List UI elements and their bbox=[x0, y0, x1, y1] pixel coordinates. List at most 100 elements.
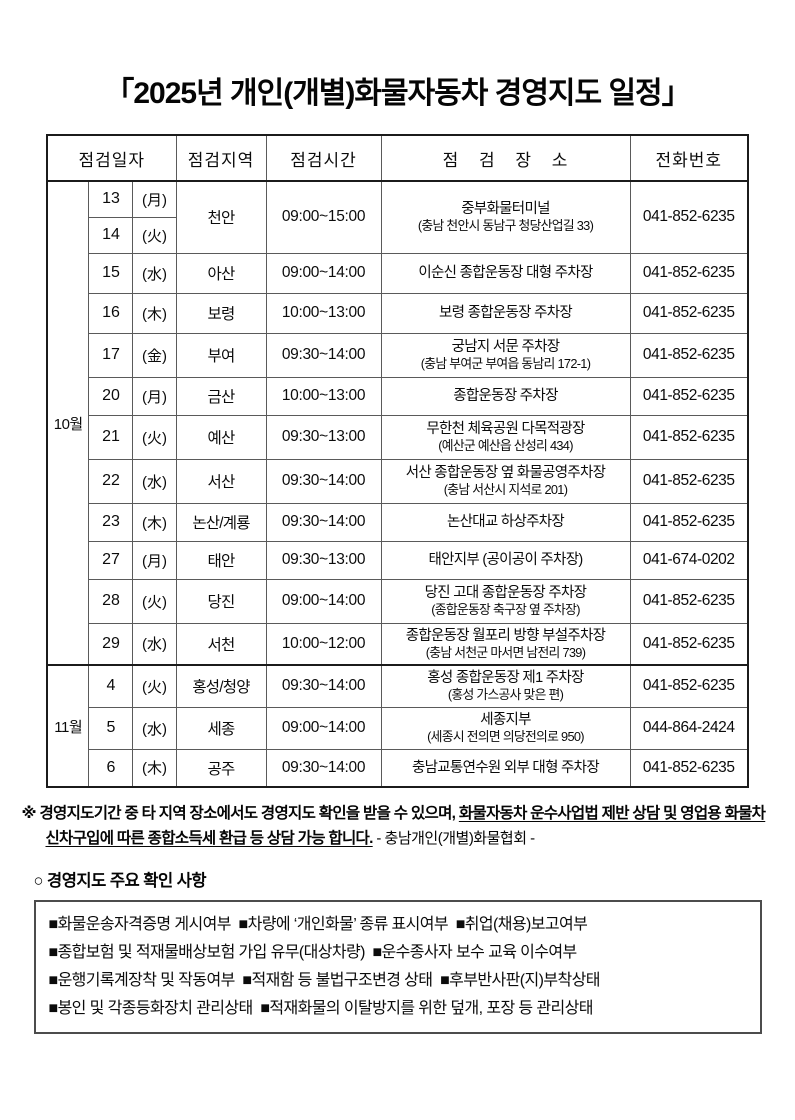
day-cell: 20 bbox=[88, 376, 134, 416]
place-line1: 종합운동장 주차장 bbox=[453, 387, 558, 404]
place-cell: 충남교통연수원 외부 대형 주차장 bbox=[380, 748, 631, 788]
day-cell: 28 bbox=[88, 578, 134, 624]
phone-cell: 044-864-2424 bbox=[629, 706, 749, 750]
weekday-cell: (金) bbox=[132, 332, 177, 378]
region-cell: 논산/계룡 bbox=[175, 502, 267, 542]
place-line1: 태안지부 (공이공이 주차장) bbox=[428, 551, 584, 568]
table-row: 17 (金) 부여 09:30~14:00 궁남지 서문 주차장 (충남 부여군… bbox=[47, 332, 749, 378]
time-cell: 09:30~14:00 bbox=[265, 332, 382, 378]
association-name: - 충남개인(개별)화물협회 - bbox=[372, 830, 535, 848]
day-cell: 23 bbox=[88, 502, 134, 542]
place-line1: 이순신 종합운동장 대형 주차장 bbox=[418, 264, 593, 281]
place-cell: 무한천 체육공원 다목적광장 (예산군 예산읍 산성리 434) bbox=[380, 414, 631, 460]
place-line1: 중부화물터미널 bbox=[461, 201, 550, 218]
time-cell: 09:30~14:00 bbox=[265, 502, 382, 542]
table-row: 15 (水) 아산 09:00~14:00 이순신 종합운동장 대형 주차장 0… bbox=[47, 252, 749, 294]
place-line1: 궁남지 서문 주차장 bbox=[451, 338, 560, 355]
phone-cell: 041-852-6235 bbox=[629, 414, 749, 460]
place-line1: 서산 종합운동장 옆 화물공영주차장 bbox=[405, 464, 606, 481]
checklist-heading: ○ 경영지도 주요 확인 사항 bbox=[33, 872, 207, 891]
table-row: 27 (月) 태안 09:30~13:00 태안지부 (공이공이 주차장) 04… bbox=[47, 540, 749, 580]
place-line1: 종합운동장 월포리 방향 부설주차장 bbox=[405, 627, 606, 644]
place-cell: 홍성 종합운동장 제1 주차장 (홍성 가스공사 맞은 편) bbox=[380, 664, 631, 708]
day-cell: 6 bbox=[88, 748, 134, 788]
header-place: 점 검 장 소 bbox=[380, 134, 631, 182]
footnote: ※ 경영지도기간 중 타 지역 장소에서도 경영지도 확인을 받을 수 있으며,… bbox=[22, 801, 774, 851]
table-row: 20 (月) 금산 10:00~13:00 종합운동장 주차장 041-852-… bbox=[47, 376, 749, 416]
place-line1: 보령 종합운동장 주차장 bbox=[438, 304, 573, 321]
day-cell: 16 bbox=[88, 292, 134, 334]
time-cell: 09:30~13:00 bbox=[265, 414, 382, 460]
time-cell: 09:30~13:00 bbox=[265, 540, 382, 580]
place-line1: 홍성 종합운동장 제1 주차장 bbox=[427, 670, 584, 687]
phone-cell: 041-852-6235 bbox=[629, 578, 749, 624]
weekday-cell: (水) bbox=[132, 252, 177, 294]
time-cell: 09:00~14:00 bbox=[265, 578, 382, 624]
place-cell: 종합운동장 주차장 bbox=[380, 376, 631, 416]
place-cell: 태안지부 (공이공이 주차장) bbox=[380, 540, 631, 580]
weekday-cell: (月) bbox=[132, 180, 177, 218]
weekday-cell: (火) bbox=[132, 578, 177, 624]
weekday-cell: (水) bbox=[132, 622, 177, 666]
weekday-cell: (木) bbox=[132, 748, 177, 788]
phone-cell: 041-852-6235 bbox=[629, 458, 749, 504]
region-cell: 홍성/청양 bbox=[175, 664, 267, 708]
place-cell: 이순신 종합운동장 대형 주차장 bbox=[380, 252, 631, 294]
day-cell: 14 bbox=[88, 216, 134, 254]
time-cell: 09:00~15:00 bbox=[265, 180, 382, 254]
phone-cell: 041-852-6235 bbox=[629, 292, 749, 334]
footnote-lead: 경영지도기간 중 타 지역 장소에서도 경영지도 확인을 받을 수 있으며, bbox=[39, 805, 459, 822]
time-cell: 09:00~14:00 bbox=[265, 706, 382, 750]
phone-cell: 041-674-0202 bbox=[629, 540, 749, 580]
footnote-underlined-text: 화물자동차 운수사업법 제반 상담 및 영업용 화물차 신차구입에 따른 종합소… bbox=[45, 805, 766, 848]
checklist-line: ■운행기록계장착 및 작동여부 ■적재함 등 불법구조변경 상태 ■후부반사판(… bbox=[48, 972, 601, 990]
day-cell: 21 bbox=[88, 414, 134, 460]
place-cell: 보령 종합운동장 주차장 bbox=[380, 292, 631, 334]
region-cell: 보령 bbox=[175, 292, 267, 334]
region-cell: 부여 bbox=[175, 332, 267, 378]
place-line1: 세종지부 bbox=[480, 711, 531, 728]
phone-cell: 041-852-6235 bbox=[629, 502, 749, 542]
phone-cell: 041-852-6235 bbox=[629, 748, 749, 788]
checklist-line: ■종합보험 및 적재물배상보험 가입 유무(대상차량) ■운수종사자 보수 교육… bbox=[48, 944, 578, 962]
table-row: 14 (火) bbox=[47, 216, 748, 254]
month-cell: 10월 bbox=[46, 180, 90, 666]
place-line2: (종합운동장 축구장 옆 주차장) bbox=[431, 602, 580, 618]
phone-cell: 041-852-6235 bbox=[629, 622, 749, 666]
weekday-cell: (水) bbox=[132, 458, 177, 504]
table-row: 6 (木) 공주 09:30~14:00 충남교통연수원 외부 대형 주차장 0… bbox=[47, 748, 749, 788]
place-cell: 세종지부 (세종시 전의면 의당전의로 950) bbox=[380, 706, 631, 750]
place-line2: (충남 천안시 동남구 청당산업길 33) bbox=[417, 218, 594, 234]
weekday-cell: (木) bbox=[132, 502, 177, 542]
footnote-marker: ※ bbox=[21, 805, 40, 822]
place-cell: 종합운동장 월포리 방향 부설주차장 (충남 서천군 마서면 남전리 739) bbox=[380, 622, 631, 666]
header-region: 점검지역 bbox=[175, 134, 267, 182]
region-cell: 태안 bbox=[175, 540, 267, 580]
weekday-cell: (木) bbox=[132, 292, 177, 334]
time-cell: 09:30~14:00 bbox=[265, 664, 382, 708]
weekday-cell: (火) bbox=[132, 216, 177, 254]
place-line1: 당진 고대 종합운동장 주차장 bbox=[424, 584, 587, 601]
day-cell: 17 bbox=[88, 332, 134, 378]
checklist-line: ■화물운송자격증명 게시여부 ■차량에 ‘개인화물’ 종류 표시여부 ■취업(채… bbox=[48, 916, 588, 934]
header-time: 점검시간 bbox=[265, 134, 382, 182]
place-cell: 당진 고대 종합운동장 주차장 (종합운동장 축구장 옆 주차장) bbox=[380, 578, 631, 624]
day-cell: 4 bbox=[88, 664, 134, 708]
weekday-cell: (月) bbox=[132, 376, 177, 416]
region-cell: 아산 bbox=[175, 252, 267, 294]
table-row: 10월 13 (月) 천안 09:00~15:00 중부화물터미널 (충남 천안… bbox=[46, 180, 749, 666]
region-cell: 예산 bbox=[175, 414, 267, 460]
place-line2: (홍성 가스공사 맞은 편) bbox=[447, 687, 564, 703]
header-phone: 전화번호 bbox=[629, 134, 749, 182]
table-row: 16 (木) 보령 10:00~13:00 보령 종합운동장 주차장 041-8… bbox=[47, 292, 749, 334]
region-cell: 서천 bbox=[175, 622, 267, 666]
place-line2: (예산군 예산읍 산성리 434) bbox=[438, 438, 573, 454]
phone-cell: 041-852-6235 bbox=[629, 180, 749, 254]
table-row: 29 (水) 서천 10:00~12:00 종합운동장 월포리 방향 부설주차장… bbox=[47, 622, 749, 666]
time-cell: 10:00~13:00 bbox=[265, 376, 382, 416]
day-cell: 27 bbox=[88, 540, 134, 580]
place-cell: 논산대교 하상주차장 bbox=[380, 502, 631, 542]
weekday-cell: (火) bbox=[132, 414, 177, 460]
schedule-table: 점검일자 점검지역 점검시간 점 검 장 소 전화번호 10월 13 (月) 천… bbox=[45, 134, 749, 788]
day-cell: 22 bbox=[88, 458, 134, 504]
